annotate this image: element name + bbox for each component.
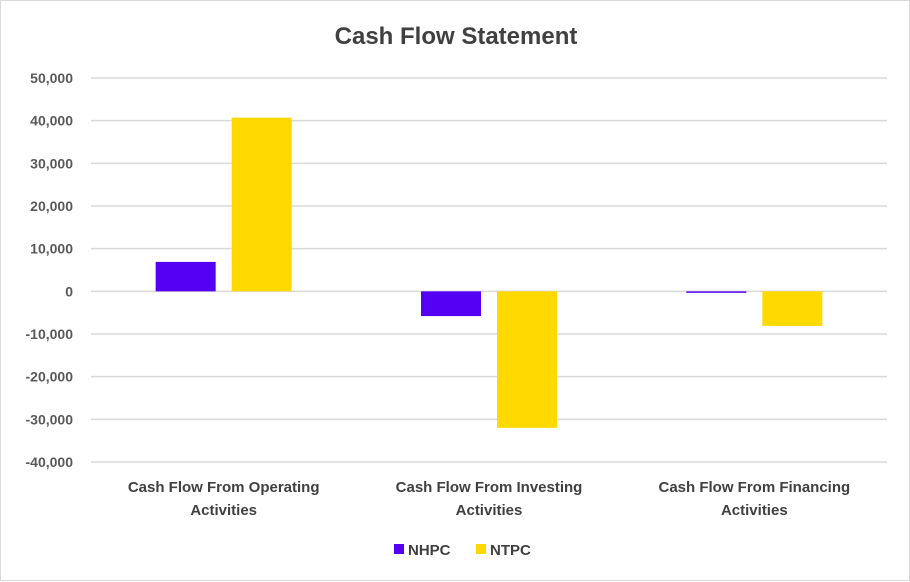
y-tick-label: -30,000 [26, 411, 74, 427]
x-category-label: Activities [721, 502, 788, 519]
y-tick-label: 40,000 [30, 113, 73, 129]
x-category-label: Activities [190, 502, 257, 519]
y-tick-label: 50,000 [30, 70, 73, 86]
bar-ntpc [497, 291, 557, 428]
y-tick-label: -40,000 [26, 454, 74, 470]
x-category-label: Cash Flow From Operating [128, 479, 320, 496]
chart-title: Cash Flow Statement [335, 23, 578, 50]
legend-label-ntpc: NTPC [490, 542, 531, 559]
y-tick-label: 10,000 [30, 241, 73, 257]
y-tick-label: -20,000 [26, 369, 74, 385]
x-category-label: Cash Flow From Financing [658, 479, 850, 496]
x-category-label: Activities [456, 502, 523, 519]
y-tick-label: 20,000 [30, 198, 73, 214]
bar-nhpc [686, 291, 747, 293]
legend-swatch-ntpc [476, 544, 486, 554]
legend-swatch-nhpc [394, 544, 404, 554]
y-tick-label: -10,000 [26, 326, 74, 342]
legend-label-nhpc: NHPC [408, 542, 451, 559]
y-tick-label: 0 [65, 283, 73, 299]
y-tick-label: 30,000 [30, 155, 73, 171]
bar-nhpc [421, 291, 481, 317]
bar-nhpc [155, 261, 216, 292]
bar-ntpc [762, 291, 823, 326]
x-category-label: Cash Flow From Investing [396, 479, 583, 496]
bar-ntpc [231, 117, 292, 292]
